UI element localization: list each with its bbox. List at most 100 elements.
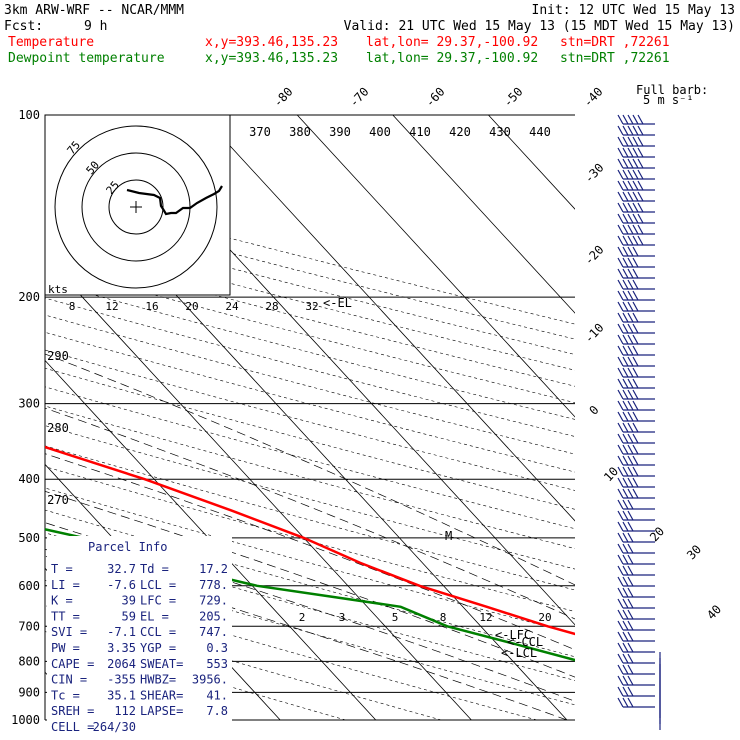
parcel-info-cell: 747.	[199, 625, 228, 639]
hodograph-frame	[44, 114, 231, 296]
parcel-info-background	[47, 536, 232, 722]
el-marker: <-EL	[323, 296, 352, 310]
parcel-info-cell: 112	[114, 704, 136, 718]
isotherm-label: -50	[501, 85, 526, 110]
isotherm-line	[45, 255, 472, 720]
theta-label-low: 270	[47, 493, 69, 507]
wind-barb	[617, 323, 655, 334]
lfc-marker: <-LFC	[495, 628, 531, 642]
pressure-tick-label: 500	[18, 531, 40, 545]
wind-barb	[617, 686, 655, 697]
theta-label-low: 290	[47, 349, 69, 363]
parcel-info-cell: 729.	[199, 594, 228, 608]
fcst-label: Fcst:	[4, 19, 43, 34]
parcel-info-cell: 32.7	[107, 562, 136, 576]
wind-barb	[617, 378, 655, 389]
theta-label: 430	[489, 125, 511, 139]
valid-time: Valid: 21 UTC Wed 15 May 13 (15 MDT Wed …	[344, 19, 735, 34]
parcel-info-cell: -355	[107, 673, 136, 687]
theta-label: 380	[289, 125, 311, 139]
parcel-info-cell: TT =	[51, 609, 80, 623]
dewpoint-station: stn=DRT ,72261	[560, 51, 670, 66]
theta-label: 390	[329, 125, 351, 139]
wind-barb	[617, 257, 655, 268]
parcel-info-cell: T =	[51, 562, 73, 576]
wind-barb	[617, 510, 655, 521]
isotherm-label: -30	[582, 161, 607, 186]
mixing-ratio-label-low: 2	[299, 611, 306, 624]
theta-label: 440	[529, 125, 551, 139]
wind-barb	[617, 367, 655, 378]
parcel-info-cell: -7.6	[107, 578, 136, 592]
wind-barb	[617, 477, 655, 488]
wind-barb	[617, 675, 655, 686]
parcel-info-cell: LFC =	[140, 594, 176, 608]
wind-barb	[617, 620, 655, 631]
mixing-ratio-label: 32	[305, 300, 318, 313]
mixing-ratio-label: 24	[225, 300, 239, 313]
dry-adiabat-line	[45, 281, 575, 420]
lcl-marker: <-LCL	[501, 646, 537, 660]
isotherm-label: -10	[582, 321, 607, 346]
parcel-info-cell: Td =	[140, 562, 169, 576]
dry-adiabat-line	[45, 349, 575, 491]
hodograph: 25 50 75 kts	[44, 114, 231, 296]
wind-barb	[617, 697, 655, 708]
theta-label: 410	[409, 125, 431, 139]
mixing-ratio-label-low: 20	[538, 611, 551, 624]
parcel-info-cell: 39	[122, 594, 136, 608]
wind-barb	[617, 466, 655, 477]
wind-barb	[617, 224, 655, 235]
isotherm-label: 0	[586, 403, 601, 418]
temperature-latlon: lat,lon= 29.37,-100.92	[366, 35, 538, 50]
wind-barb	[617, 444, 655, 455]
isotherm-label: -60	[423, 85, 448, 110]
parcel-info-cell: 2064	[107, 657, 136, 671]
pressure-tick-label: 700	[18, 619, 40, 633]
parcel-info-cell: 205.	[199, 609, 228, 623]
isotherm-label: 30	[684, 542, 704, 562]
pressure-tick-label: 100	[18, 108, 40, 122]
wind-barb	[617, 609, 655, 620]
parcel-info-cell: SWEAT=	[140, 657, 183, 671]
parcel-info-cell: CCL =	[140, 625, 176, 639]
pressure-tick-label: 200	[18, 290, 40, 304]
pressure-tick-label: 600	[18, 579, 40, 593]
barb-unit: 5 m s⁻¹	[643, 93, 694, 107]
parcel-info-cell: 3956.	[192, 673, 228, 687]
wind-barb	[617, 598, 655, 609]
parcel-info-title: Parcel Info	[88, 540, 167, 554]
wind-barb	[617, 180, 655, 191]
wind-barb	[617, 279, 655, 290]
wind-barb	[617, 389, 655, 400]
isotherm-label: -20	[582, 243, 607, 268]
mixing-ratio-label-low: 5	[392, 611, 399, 624]
wind-barb	[617, 114, 655, 125]
wind-barb	[617, 455, 655, 466]
temperature-legend: Temperature	[8, 35, 94, 50]
wind-barb	[617, 554, 655, 565]
wind-barb	[617, 268, 655, 279]
temperature-xy: x,y=393.46,135.23	[205, 35, 338, 50]
parcel-info-cell: Tc =	[51, 688, 80, 702]
parcel-info-cell: CELL =	[51, 720, 94, 734]
parcel-info-cell: -7.1	[107, 625, 136, 639]
isotherm-line	[296, 115, 575, 418]
wind-barb-column: Full barb: 5 m s⁻¹	[617, 83, 708, 730]
parcel-info-cell: SHEAR=	[140, 688, 183, 702]
wind-barbs	[617, 114, 661, 730]
wind-barb	[617, 213, 655, 224]
wind-barb	[617, 290, 655, 301]
dewpoint-latlon: lat,lon= 29.37,-100.92	[366, 51, 538, 66]
hodograph-units: kts	[48, 283, 68, 296]
wind-barb	[617, 301, 655, 312]
parcel-info-cell: CAPE =	[51, 657, 94, 671]
barb-note: Full barb:	[636, 83, 708, 97]
theta-label: 400	[369, 125, 391, 139]
pressure-tick-label: 800	[18, 654, 40, 668]
dewpoint-legend: Dewpoint temperature	[8, 51, 165, 66]
parcel-info-cell: SREH =	[51, 704, 94, 718]
parcel-info-cell: HWBZ=	[140, 673, 176, 687]
mixing-ratio-label: 16	[145, 300, 158, 313]
